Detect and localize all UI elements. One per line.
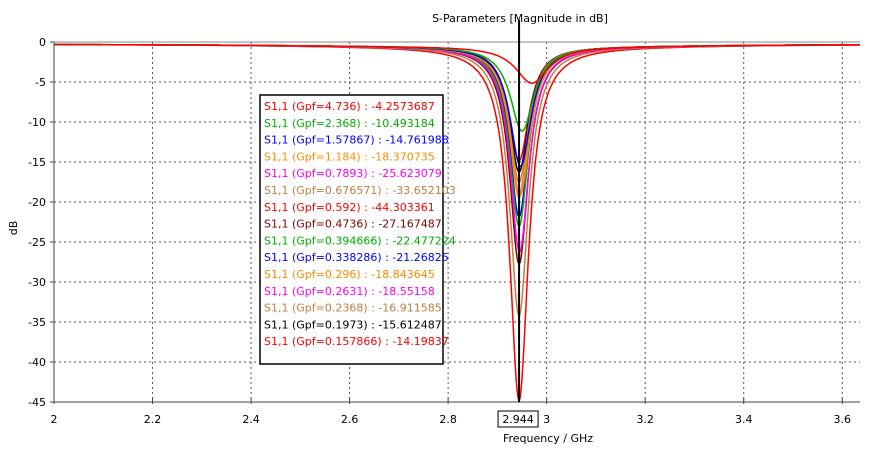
legend-entry: S1,1 (Gpf=0.2631) : -18.55158 — [264, 285, 435, 298]
y-tick-label: 0 — [39, 36, 46, 49]
legend-entry: S1,1 (Gpf=0.2368) : -16.911585 — [264, 302, 442, 315]
series-line-6 — [54, 43, 860, 403]
legend-entry: S1,1 (Gpf=1.184) : -18.370735 — [264, 150, 435, 163]
x-tick-label: 2.4 — [242, 413, 260, 426]
x-tick-labels: 2 2.2 2.4 2.6 2.8 3 3.2 3.4 3.6 — [51, 398, 852, 426]
marker-label-box: 2.944 — [497, 410, 539, 428]
series-line-9 — [54, 43, 860, 219]
y-tick-label: -30 — [28, 276, 46, 289]
y-tick-label: -40 — [28, 356, 46, 369]
series-line-14 — [54, 43, 860, 162]
x-tick-label: 3.6 — [834, 413, 852, 426]
legend-entry: S1,1 (Gpf=4.736) : -4.2573687 — [264, 100, 435, 113]
series-line-2 — [54, 43, 860, 167]
grid-lines — [54, 42, 860, 402]
series-line-8 — [54, 43, 860, 228]
chart-title: S-Parameters [Magnitude in dB] — [432, 12, 608, 25]
legend-entry: S1,1 (Gpf=0.157866) : -14.19837 — [264, 335, 449, 348]
series-line-5 — [54, 43, 860, 318]
legend-entry: S1,1 (Gpf=0.1973) : -15.612487 — [264, 318, 442, 331]
y-tick-label: -20 — [28, 196, 46, 209]
series-line-13 — [54, 43, 860, 174]
y-tick-label: -10 — [28, 116, 46, 129]
series-line-0 — [54, 43, 860, 84]
series-line-3 — [54, 43, 860, 197]
y-tick-label: -45 — [28, 396, 46, 409]
legend-entry: S1,1 (Gpf=1.57867) : -14.761988 — [264, 134, 449, 147]
y-tick-labels: 0 -5 -10 -15 -20 -25 -30 -35 -40 -45 — [28, 36, 54, 409]
legend-entry: S1,1 (Gpf=2.368) : -10.493184 — [264, 117, 435, 130]
x-tick-label: 3.2 — [636, 413, 654, 426]
x-axis-label: Frequency / GHz — [503, 432, 593, 445]
legend-entry: S1,1 (Gpf=0.676571) : -33.652103 — [264, 184, 456, 197]
legend-entry: S1,1 (Gpf=0.338286) : -21.26825 — [264, 251, 449, 264]
legend-entry: S1,1 (Gpf=0.4736) : -27.167487 — [264, 218, 442, 231]
legend-entry: S1,1 (Gpf=0.394666) : -22.477224 — [264, 234, 456, 247]
series-line-11 — [54, 43, 860, 197]
legend: S1,1 (Gpf=4.736) : -4.2573687 S1,1 (Gpf=2… — [259, 94, 456, 365]
y-axis-label: dB — [7, 221, 20, 236]
x-tick-label: 2 — [51, 413, 58, 426]
legend-entry: S1,1 (Gpf=0.7893) : -25.623079 — [264, 167, 442, 180]
x-tick-label: 3.4 — [735, 413, 753, 426]
legend-entry: S1,1 (Gpf=0.592) : -44.303361 — [264, 201, 435, 214]
y-tick-label: -5 — [35, 76, 46, 89]
axes — [53, 41, 860, 403]
series-line-10 — [54, 43, 860, 199]
y-tick-label: -35 — [28, 316, 46, 329]
y-tick-label: -25 — [28, 236, 46, 249]
legend-box — [259, 94, 444, 365]
x-tick-label: 3 — [543, 413, 550, 426]
y-tick-label: -15 — [28, 156, 46, 169]
series-group — [54, 43, 860, 403]
x-tick-label: 2.8 — [439, 413, 457, 426]
series-line-4 — [54, 43, 860, 253]
x-tick-label: 2.2 — [144, 413, 162, 426]
marker-label: 2.944 — [502, 413, 534, 426]
legend-entry: S1,1 (Gpf=0.296) : -18.843645 — [264, 268, 435, 281]
series-line-7 — [54, 43, 860, 266]
x-tick-label: 2.6 — [341, 413, 359, 426]
